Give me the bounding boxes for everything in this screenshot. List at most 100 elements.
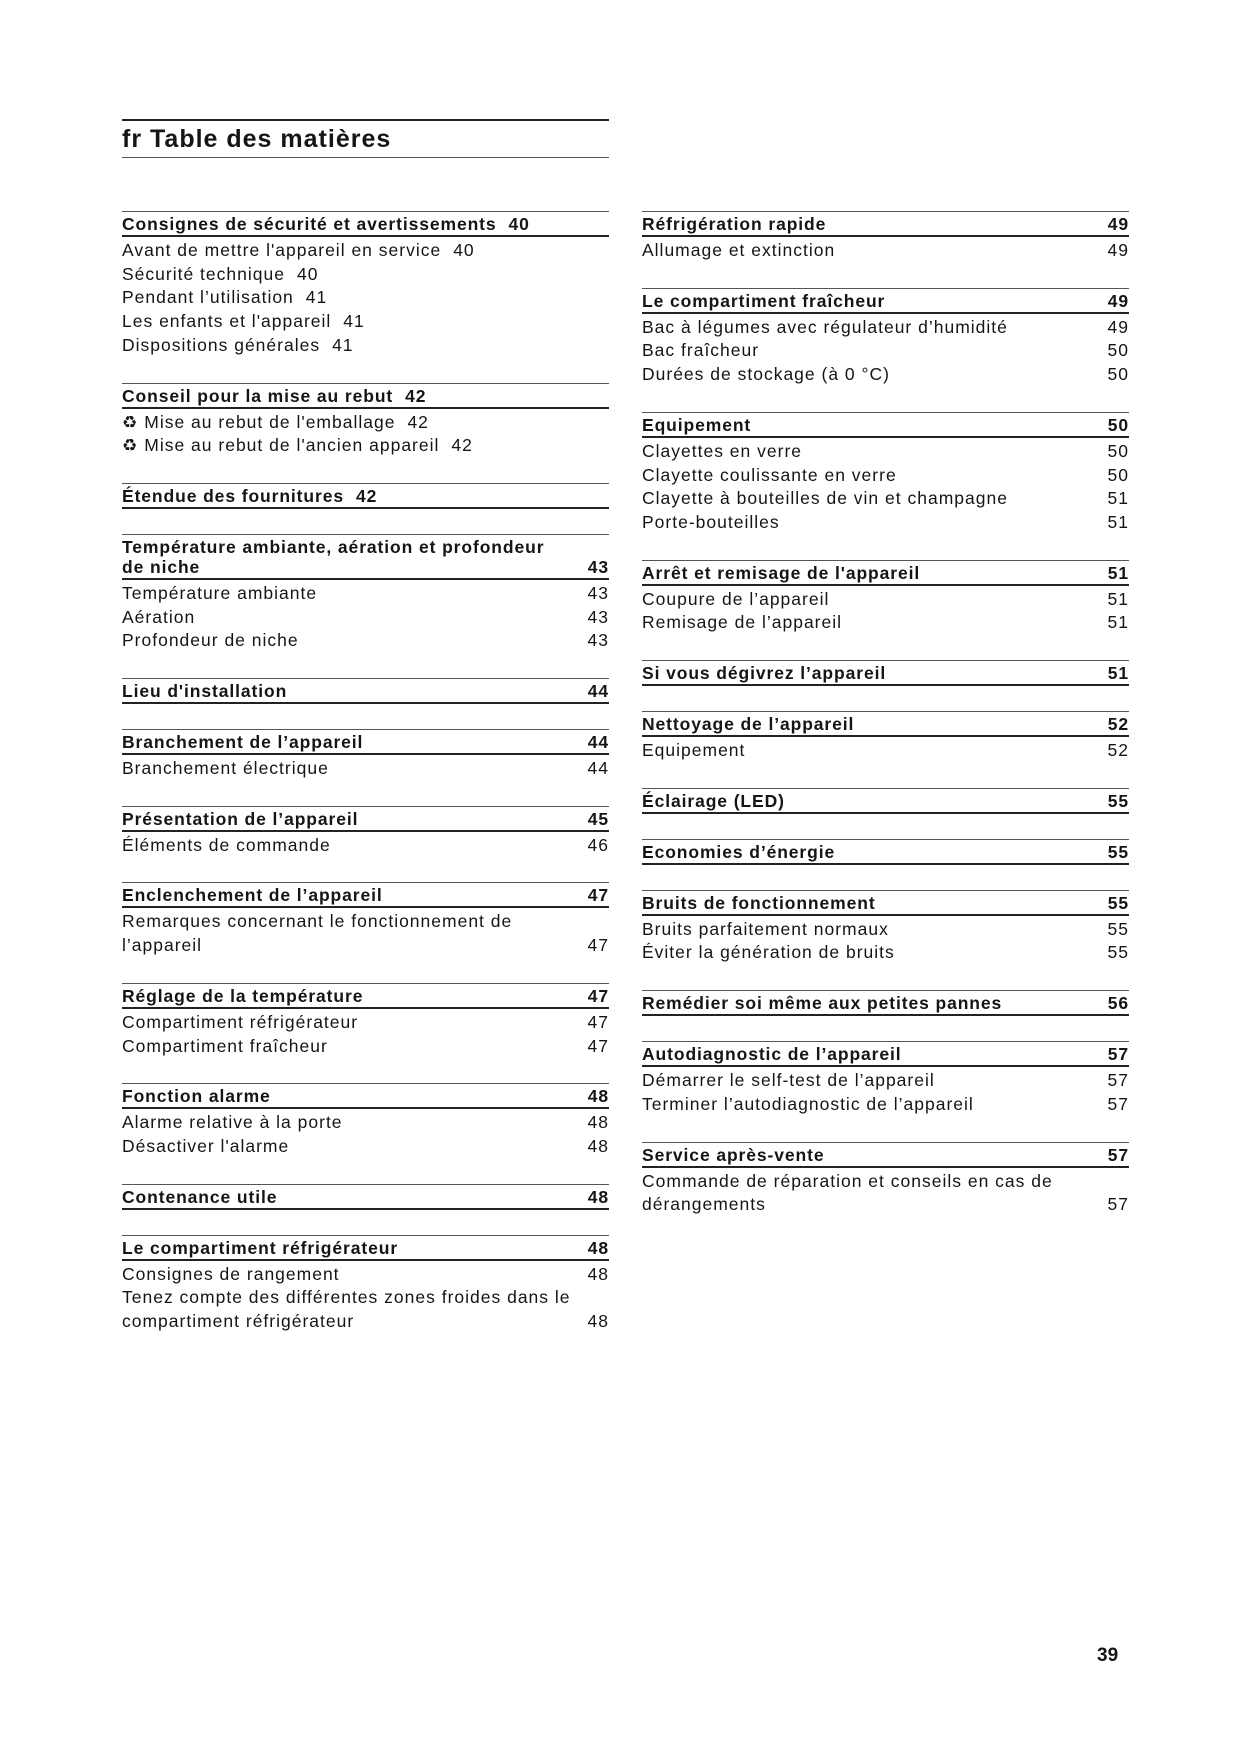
section-heading[interactable]: Conseil pour la mise au rebut 42: [122, 382, 609, 409]
entry-title-text: Branchement électrique: [122, 758, 329, 779]
section-title: Fonction alarme: [122, 1086, 271, 1107]
section-heading[interactable]: Bruits de fonctionnement 55: [642, 889, 1129, 916]
toc-entry[interactable]: Les enfants et l'appareil 41: [122, 310, 609, 334]
toc-entry[interactable]: Compartiment fraîcheur 47: [122, 1035, 609, 1059]
section-heading[interactable]: Réglage de la température 47: [122, 982, 609, 1009]
section-heading[interactable]: Réfrigération rapide 49: [642, 211, 1129, 237]
toc-entry[interactable]: Éviter la génération de bruits 55: [642, 941, 1129, 965]
toc-entry[interactable]: Dispositions générales 41: [122, 334, 609, 358]
toc-entry[interactable]: Bac à légumes avec régulateur d’humidité…: [642, 316, 1129, 340]
toc-entry[interactable]: Éléments de commande 46: [122, 834, 609, 858]
section-heading[interactable]: Étendue des fournitures 42: [122, 482, 609, 509]
page-number: 39: [1097, 1645, 1119, 1666]
toc-entry[interactable]: Allumage et extinction 49: [642, 239, 1129, 263]
toc-section: Présentation de l’appareil 45 Éléments de …: [122, 805, 609, 858]
toc-entry[interactable]: Bac fraîcheur 50: [642, 339, 1129, 363]
section-page: 42: [355, 485, 378, 506]
section-heading[interactable]: Economies d’énergie 55: [642, 838, 1129, 865]
toc-section: Température ambiante, aération et profon…: [122, 533, 609, 653]
section-title: Service après-vente: [642, 1144, 825, 1165]
section-items: Bac à légumes avec régulateur d’humidité…: [642, 314, 1129, 387]
entry-title: Tenez compte des différentes zones froid…: [122, 1286, 572, 1333]
section-title: Étendue des fournitures: [122, 485, 344, 506]
entry-title-text: Désactiver l'alarme: [122, 1135, 290, 1156]
entry-title: Avant de mettre l'appareil en service: [122, 239, 441, 263]
toc-entry[interactable]: Clayette à bouteilles de vin et champagn…: [642, 487, 1129, 511]
toc-entry[interactable]: ♻ Mise au rebut de l'emballage 42: [122, 411, 609, 435]
toc-entry[interactable]: Sécurité technique 40: [122, 263, 609, 287]
toc-entry[interactable]: Compartiment réfrigérateur 47: [122, 1011, 609, 1035]
entry-page: 55: [1107, 942, 1129, 963]
entry-title-text: Avant de mettre l'appareil en service: [122, 240, 442, 260]
toc-entry[interactable]: Durées de stockage (à 0 °C) 50: [642, 363, 1129, 387]
section-items: Equipement 52: [642, 737, 1129, 763]
section-heading[interactable]: Le compartiment réfrigérateur 48: [122, 1234, 609, 1261]
toc-entry[interactable]: Clayettes en verre 50: [642, 440, 1129, 464]
toc-entry[interactable]: Bruits parfaitement normaux 55: [642, 918, 1129, 942]
section-heading[interactable]: Consignes de sécurité et avertissements 4…: [122, 211, 609, 237]
toc-entry[interactable]: Clayette coulissante en verre 50: [642, 464, 1129, 488]
toc-section: Fonction alarme 48 Alarme relative à la po…: [122, 1083, 609, 1158]
toc-entry[interactable]: Aération 43: [122, 606, 609, 630]
toc-entry[interactable]: Equipement 52: [642, 739, 1129, 763]
section-heading[interactable]: Nettoyage de l’appareil 52: [642, 711, 1129, 738]
section-heading[interactable]: Arrêt et remisage de l'appareil 51: [642, 559, 1129, 586]
toc-entry[interactable]: Tenez compte des différentes zones froid…: [122, 1286, 609, 1333]
toc-column-right: Réfrigération rapide 49 Allumage et extinc…: [642, 211, 1129, 1242]
section-heading[interactable]: Température ambiante, aération et profon…: [122, 533, 609, 580]
entry-page: 50: [1107, 464, 1129, 485]
section-title: Réglage de la température: [122, 985, 364, 1006]
toc-entry[interactable]: ♻ Mise au rebut de l'ancien appareil 42: [122, 434, 609, 458]
toc-entry[interactable]: Consignes de rangement 48: [122, 1263, 609, 1287]
section-heading[interactable]: Enclenchement de l’appareil 47: [122, 882, 609, 909]
entry-title-text: Consignes de rangement: [122, 1263, 340, 1284]
entry-title: Consignes de rangement: [122, 1263, 340, 1287]
section-heading[interactable]: Le compartiment fraîcheur 49: [642, 287, 1129, 314]
toc-entry[interactable]: Porte-bouteilles 51: [642, 511, 1129, 535]
section-heading[interactable]: Présentation de l’appareil 45: [122, 805, 609, 832]
section-heading[interactable]: Éclairage (LED) 55: [642, 787, 1129, 814]
entry-title-text: Éviter la génération de bruits: [642, 942, 895, 963]
section-heading[interactable]: Fonction alarme 48: [122, 1083, 609, 1110]
entry-page: 48: [587, 1112, 609, 1133]
toc-entry[interactable]: Terminer l’autodiagnostic de l’appareil 5…: [642, 1093, 1129, 1117]
section-items: Compartiment réfrigérateur 47 Compartiment…: [122, 1009, 609, 1058]
entry-title: Sécurité technique: [122, 263, 285, 287]
section-title: Equipement: [642, 414, 752, 435]
entry-title-text: Bac à légumes avec régulateur d’humidité: [642, 316, 1008, 337]
toc-entry[interactable]: Remarques concernant le fonctionnement d…: [122, 910, 609, 957]
section-page: 44: [587, 681, 609, 702]
entry-title-text: Commande de réparation et conseils en ca…: [642, 1170, 1053, 1215]
entry-title: Coupure de l’appareil: [642, 588, 829, 612]
section-heading[interactable]: Remédier soi même aux petites pannes 56: [642, 990, 1129, 1017]
section-heading[interactable]: Branchement de l’appareil 44: [122, 729, 609, 756]
toc-entry[interactable]: Commande de réparation et conseils en ca…: [642, 1170, 1129, 1217]
toc-entry[interactable]: Désactiver l'alarme 48: [122, 1135, 609, 1159]
entry-page: 41: [332, 334, 354, 355]
entry-title: Pendant l’utilisation: [122, 286, 294, 310]
toc-entry[interactable]: Profondeur de niche 43: [122, 629, 609, 653]
section-page: 43: [587, 556, 609, 577]
section-heading[interactable]: Autodiagnostic de l’appareil 57: [642, 1041, 1129, 1068]
section-heading[interactable]: Service après-vente 57: [642, 1141, 1129, 1168]
toc-entry[interactable]: Pendant l’utilisation 41: [122, 286, 609, 310]
entry-title-text: Les enfants et l'appareil: [122, 311, 332, 332]
toc-entry[interactable]: Remisage de l’appareil 51: [642, 611, 1129, 635]
section-page: 44: [587, 732, 609, 753]
section-title: Contenance utile: [122, 1186, 278, 1207]
section-heading[interactable]: Equipement 50: [642, 411, 1129, 438]
toc-section: Étendue des fournitures 42: [122, 482, 609, 509]
section-heading[interactable]: Contenance utile 48: [122, 1183, 609, 1210]
section-page: 51: [1107, 663, 1129, 684]
toc-entry[interactable]: Démarrer le self-test de l’appareil 57: [642, 1069, 1129, 1093]
entry-page: 49: [1107, 240, 1129, 260]
toc-entry[interactable]: Branchement électrique 44: [122, 757, 609, 781]
entry-title: Aération: [122, 606, 195, 630]
section-heading[interactable]: Lieu d'installation 44: [122, 678, 609, 705]
toc-entry[interactable]: Coupure de l’appareil 51: [642, 588, 1129, 612]
toc-entry[interactable]: Avant de mettre l'appareil en service 40: [122, 239, 609, 263]
toc-entry[interactable]: Alarme relative à la porte 48: [122, 1111, 609, 1135]
section-heading[interactable]: Si vous dégivrez l’appareil 51: [642, 660, 1129, 687]
entry-title: Éléments de commande: [122, 834, 331, 858]
toc-entry[interactable]: Température ambiante 43: [122, 582, 609, 606]
